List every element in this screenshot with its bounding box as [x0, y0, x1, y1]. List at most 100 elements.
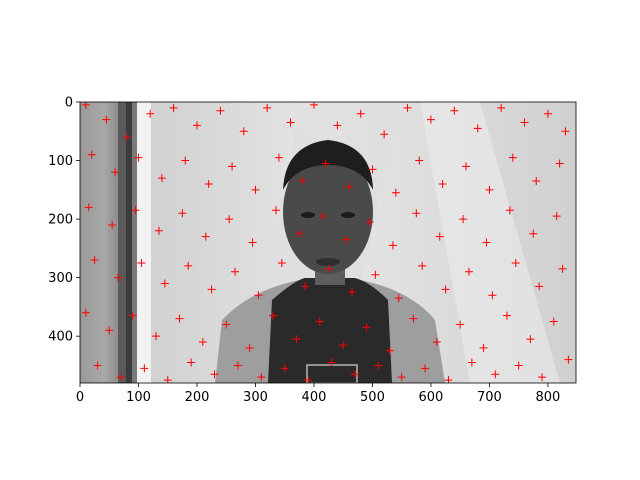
data-point: [441, 285, 450, 294]
data-point: [295, 229, 304, 238]
data-point: [222, 320, 231, 329]
data-point: [210, 370, 219, 379]
data-point: [374, 361, 383, 370]
data-point: [362, 323, 371, 332]
data-point: [146, 109, 155, 118]
data-point: [409, 314, 418, 323]
data-point: [386, 346, 394, 355]
data-point: [564, 355, 573, 364]
x-axis: 0 100 200 300 400 500 600 700 800: [76, 383, 560, 405]
data-point: [108, 220, 117, 229]
data-point: [415, 156, 424, 165]
data-point: [198, 338, 207, 347]
data-point: [526, 335, 535, 344]
y-tick-label: 400: [48, 330, 73, 345]
x-tick-label: 700: [477, 390, 502, 405]
data-point: [114, 273, 123, 282]
x-tick-label: 0: [76, 390, 84, 405]
data-point: [271, 206, 280, 215]
data-point: [225, 215, 234, 224]
data-point: [81, 308, 90, 317]
data-point: [418, 261, 427, 270]
data-point: [558, 264, 567, 273]
data-point: [543, 109, 552, 118]
x-tick-label: 300: [243, 390, 268, 405]
data-point: [350, 370, 359, 379]
data-point: [403, 103, 412, 112]
data-point: [87, 150, 96, 159]
x-tick-label: 800: [536, 390, 561, 405]
data-point: [555, 159, 564, 168]
x-tick-label: 100: [126, 390, 151, 405]
y-tick-label: 200: [48, 213, 73, 228]
data-point: [549, 317, 558, 326]
data-point: [207, 285, 216, 294]
data-point: [491, 370, 500, 379]
data-point: [482, 238, 491, 247]
data-point: [450, 106, 459, 115]
data-point: [535, 282, 544, 291]
data-point: [485, 185, 494, 194]
data-point: [84, 203, 93, 212]
data-point: [497, 103, 506, 112]
data-point: [204, 179, 213, 188]
data-point: [456, 320, 465, 329]
x-tick-label: 400: [302, 390, 327, 405]
data-point: [459, 215, 468, 224]
data-point: [102, 115, 111, 124]
data-point: [286, 118, 295, 127]
data-point: [380, 130, 389, 139]
x-tick-label: 500: [360, 390, 385, 405]
data-point: [479, 343, 488, 352]
data-point: [181, 156, 190, 165]
data-point: [508, 153, 517, 162]
data-point: [292, 335, 301, 344]
data-point: [269, 311, 278, 320]
data-point: [561, 127, 570, 136]
data-point: [529, 229, 538, 238]
data-point: [473, 124, 482, 133]
data-point: [239, 127, 248, 136]
data-point: [371, 270, 380, 279]
data-point: [201, 232, 210, 241]
data-point: [321, 159, 330, 168]
data-point: [122, 133, 131, 142]
data-point: [345, 182, 354, 191]
data-point: [426, 115, 435, 124]
data-point: [116, 373, 125, 382]
data-point: [432, 338, 441, 347]
background-photo: [80, 102, 576, 383]
data-point: [248, 238, 257, 247]
data-point: [263, 103, 272, 112]
data-point: [245, 343, 254, 352]
data-point: [152, 332, 161, 341]
data-point: [520, 118, 529, 127]
data-point: [274, 153, 283, 162]
data-point: [538, 373, 547, 382]
data-point: [467, 358, 476, 367]
data-point: [505, 206, 514, 215]
data-point: [169, 103, 178, 112]
data-point: [160, 279, 169, 288]
data-point: [187, 358, 196, 367]
data-point: [391, 188, 400, 197]
data-point: [327, 358, 336, 367]
data-point: [368, 165, 377, 174]
x-tick-label: 200: [185, 390, 210, 405]
data-point: [128, 311, 137, 320]
data-point: [347, 288, 356, 297]
data-point: [298, 177, 307, 186]
data-point: [488, 291, 497, 300]
data-point: [394, 294, 403, 303]
data-point: [90, 256, 99, 265]
data-point: [154, 226, 163, 235]
data-point: [301, 282, 310, 291]
data-point: [342, 235, 351, 244]
data-point: [552, 212, 561, 221]
data-point: [388, 241, 397, 250]
y-tick-label: 100: [48, 154, 73, 169]
data-point: [464, 267, 473, 276]
data-point: [257, 373, 266, 382]
data-point: [131, 206, 140, 215]
